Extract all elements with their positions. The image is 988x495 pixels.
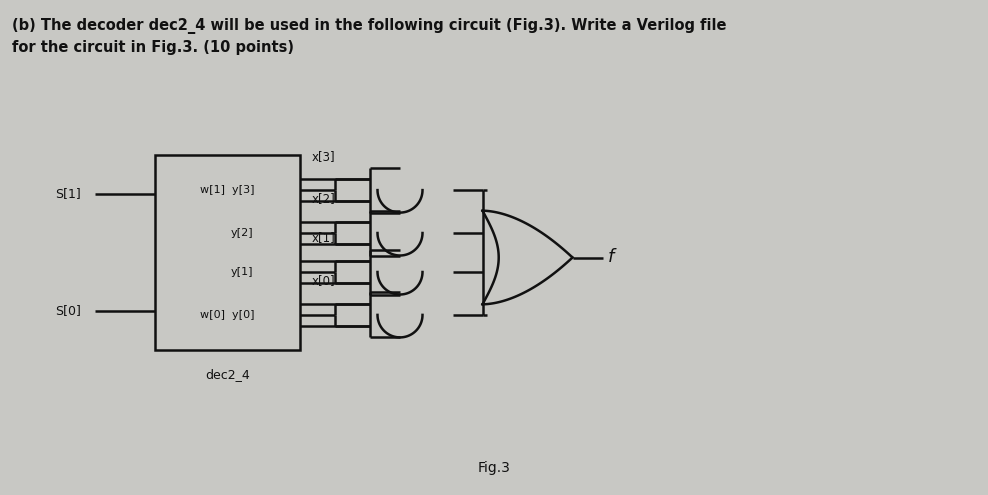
Text: for the circuit in Fig.3. (10 points): for the circuit in Fig.3. (10 points) xyxy=(12,40,294,55)
Text: w[1]  y[3]: w[1] y[3] xyxy=(201,185,255,195)
Text: y[2]: y[2] xyxy=(230,228,253,238)
Text: x[0]: x[0] xyxy=(312,274,336,288)
Text: S[1]: S[1] xyxy=(55,188,81,200)
Text: x[1]: x[1] xyxy=(312,232,336,245)
Text: (b) The decoder dec2_4 will be used in the following circuit (Fig.3). Write a Ve: (b) The decoder dec2_4 will be used in t… xyxy=(12,18,726,34)
Text: y[1]: y[1] xyxy=(231,267,253,277)
Text: Fig.3: Fig.3 xyxy=(477,461,511,475)
Text: w[0]  y[0]: w[0] y[0] xyxy=(201,310,255,320)
Bar xyxy=(155,155,300,350)
Text: x[3]: x[3] xyxy=(312,149,336,162)
Text: dec2_4: dec2_4 xyxy=(206,368,250,381)
Text: x[2]: x[2] xyxy=(312,193,336,205)
Text: S[0]: S[0] xyxy=(55,304,81,317)
Text: f: f xyxy=(608,248,614,266)
